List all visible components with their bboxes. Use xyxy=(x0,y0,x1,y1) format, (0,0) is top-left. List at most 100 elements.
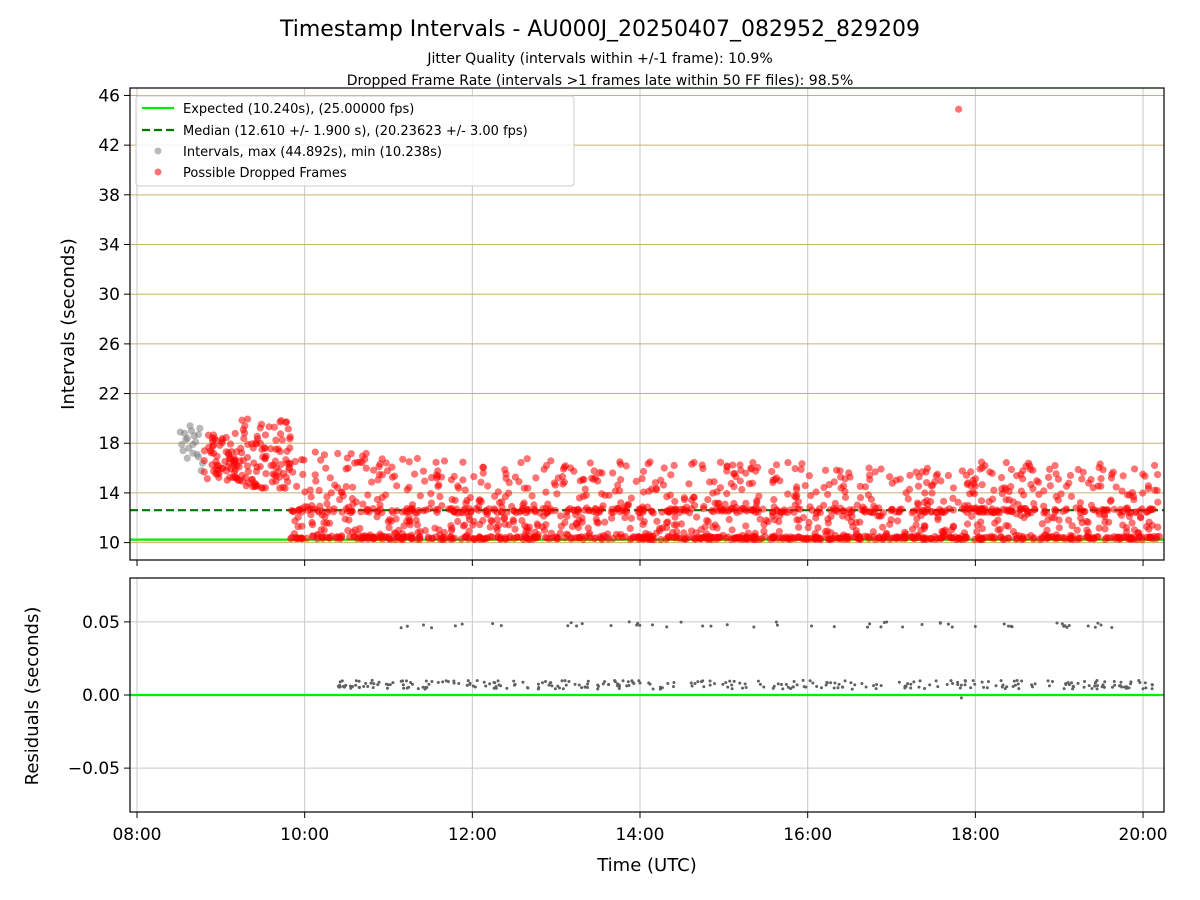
residual-point xyxy=(357,685,361,689)
dropped-frame-point xyxy=(435,526,443,534)
residual-point xyxy=(973,625,977,629)
dropped-frame-point xyxy=(210,467,218,475)
dropped-frame-point xyxy=(1154,523,1162,531)
residual-point xyxy=(566,624,570,628)
dropped-frame-point xyxy=(742,522,750,530)
dropped-frame-point xyxy=(977,497,986,505)
dropped-frame-point xyxy=(301,488,309,496)
dropped-frame-point xyxy=(227,465,235,473)
residual-point xyxy=(613,678,617,682)
dropped-frame-point xyxy=(833,466,841,474)
residual-point xyxy=(580,686,584,690)
dropped-frame-point xyxy=(674,534,683,542)
residual-point xyxy=(369,681,373,685)
dropped-frame-point xyxy=(429,534,437,542)
dropped-frame-point xyxy=(412,516,420,524)
residual-point xyxy=(1055,621,1059,625)
residual-point xyxy=(786,685,790,689)
residual-point xyxy=(784,683,788,687)
dropped-frame-point xyxy=(582,491,590,499)
dropped-frame-point xyxy=(261,444,269,452)
dropped-frame-point xyxy=(948,526,956,534)
dropped-frame-point xyxy=(393,482,401,490)
residual-point xyxy=(427,682,431,686)
dropped-frame-point xyxy=(627,494,636,502)
dropped-frame-point xyxy=(660,464,668,472)
dropped-frame-point xyxy=(378,509,386,517)
dropped-frame-point xyxy=(307,493,315,501)
residual-point xyxy=(658,685,662,689)
dropped-frame-point xyxy=(986,468,994,476)
dropped-frame-point xyxy=(728,526,736,534)
dropped-frame-point xyxy=(454,517,462,526)
dropped-frame-point xyxy=(639,505,647,513)
residual-point xyxy=(631,680,635,684)
xtick-label-6: 20:00 xyxy=(1119,825,1168,845)
dropped-frame-point xyxy=(800,514,808,522)
residual-point xyxy=(789,687,793,691)
dropped-frame-point xyxy=(790,492,799,500)
residual-point xyxy=(1011,684,1015,688)
residual-point xyxy=(366,684,370,688)
dropped-frame-point xyxy=(908,509,916,517)
dropped-frame-max-point xyxy=(954,105,963,113)
dropped-frame-point xyxy=(845,469,853,477)
dropped-frame-point xyxy=(400,533,408,541)
dropped-frame-point xyxy=(1119,472,1127,480)
dropped-frame-point xyxy=(283,447,291,455)
residual-point xyxy=(617,684,621,688)
residual-point xyxy=(956,683,960,687)
residual-point xyxy=(795,683,799,687)
dropped-frame-point xyxy=(235,463,243,471)
residual-point xyxy=(951,682,955,686)
residual-point xyxy=(885,620,889,624)
dropped-frame-point xyxy=(461,486,469,494)
dropped-frame-point xyxy=(1066,471,1075,480)
residual-point xyxy=(801,678,805,682)
residual-point xyxy=(982,685,986,689)
residual-point xyxy=(550,684,554,688)
dropped-frame-point xyxy=(1002,459,1010,467)
dropped-frame-point xyxy=(342,482,350,491)
dropped-frame-point xyxy=(517,458,525,467)
residual-point xyxy=(617,686,621,690)
residual-point xyxy=(342,685,346,689)
residual-point xyxy=(999,679,1003,683)
residual-point xyxy=(1099,623,1103,627)
dropped-frame-point xyxy=(749,459,757,467)
dropped-frame-point xyxy=(1130,493,1138,501)
residual-point xyxy=(946,622,950,626)
dropped-frame-point xyxy=(806,503,814,511)
xtick-label-2: 12:00 xyxy=(448,825,497,845)
residual-point xyxy=(372,682,376,686)
dropped-frame-point xyxy=(356,458,364,466)
dropped-frame-point xyxy=(1097,482,1105,490)
dropped-frame-point xyxy=(905,485,914,493)
dropped-frame-point xyxy=(578,518,586,526)
residual-point xyxy=(491,622,495,626)
dropped-frame-point xyxy=(505,489,513,497)
dropped-frame-point xyxy=(743,507,751,515)
dropped-frame-point xyxy=(839,507,847,515)
dropped-frame-point xyxy=(487,516,495,524)
dropped-frame-point xyxy=(1139,489,1147,497)
dropped-frame-point xyxy=(219,464,227,472)
dropped-frame-point xyxy=(475,497,483,505)
residual-point xyxy=(512,679,516,683)
dropped-frame-point xyxy=(1110,505,1118,513)
residual-point xyxy=(607,682,611,686)
dropped-frame-point xyxy=(388,463,396,471)
dropped-frame-point xyxy=(646,458,654,466)
dropped-frame-point xyxy=(614,481,622,489)
residual-point xyxy=(536,682,540,686)
residual-point xyxy=(1127,686,1131,690)
dropped-frame-point xyxy=(709,489,717,497)
residual-point xyxy=(563,679,567,683)
dropped-frame-point xyxy=(550,479,558,487)
dropped-frame-point xyxy=(648,507,656,515)
residual-point xyxy=(973,682,977,686)
dropped-frame-point xyxy=(519,501,527,509)
dropped-frame-point xyxy=(617,460,625,468)
dropped-frame-point xyxy=(1100,512,1109,521)
residual-point xyxy=(920,622,924,626)
